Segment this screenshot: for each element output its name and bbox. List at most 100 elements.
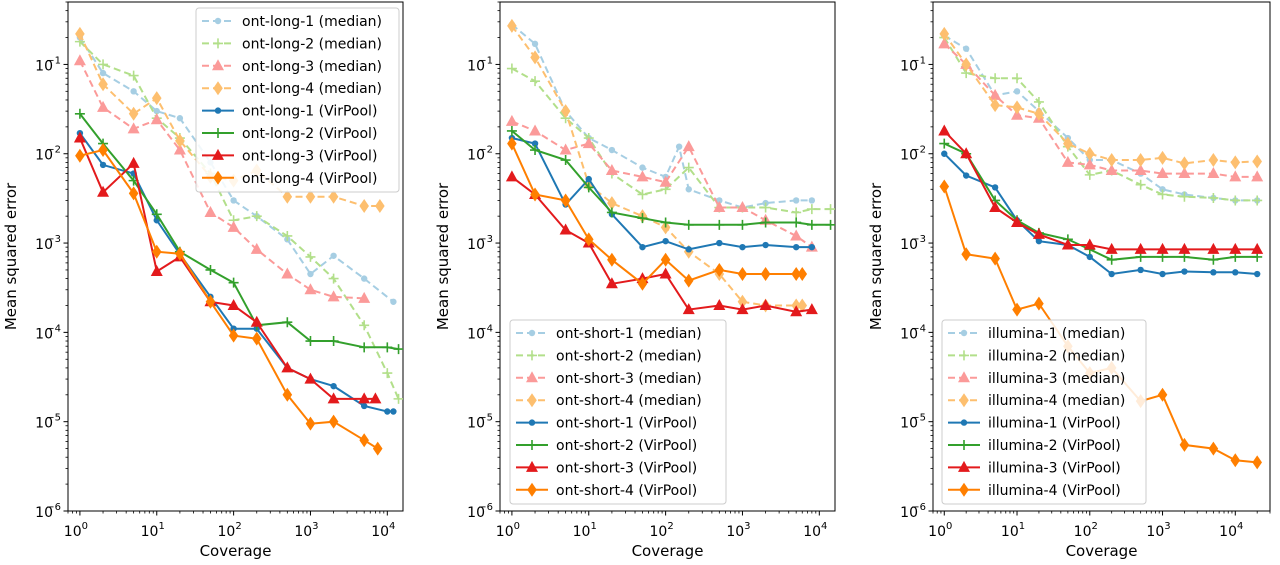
data-point (99, 69, 107, 77)
data-point (98, 59, 109, 70)
data-point (716, 197, 723, 204)
legend-entry: illumina-2 (median) (948, 348, 1125, 364)
x-tick-label: 101 (141, 521, 165, 540)
data-point (358, 291, 371, 303)
legend-entry: ont-short-4 (median) (516, 393, 702, 409)
legend-entry: ont-short-1 (median) (516, 326, 702, 342)
data-point (1011, 215, 1024, 227)
data-point (382, 368, 393, 379)
y-tick-label-base: 10 (900, 237, 918, 253)
legend-marker (213, 81, 223, 96)
y-tick-label-exp: −5 (911, 413, 926, 424)
legend-marker (214, 107, 222, 114)
data-point (151, 244, 162, 259)
data-point (760, 217, 771, 228)
data-point (282, 317, 293, 328)
data-point (1230, 453, 1241, 468)
data-point (305, 251, 316, 262)
x-tick-label: 104 (1219, 521, 1243, 540)
data-point (607, 252, 617, 267)
data-point (304, 372, 317, 384)
data-point (683, 219, 694, 230)
data-point (583, 232, 594, 247)
data-point (1106, 153, 1117, 168)
data-point (585, 175, 592, 183)
y-tick-label-base: 10 (35, 416, 53, 432)
legend-label: ont-short-2 (VirPool) (556, 438, 697, 454)
data-point (962, 45, 970, 52)
legend-label: ont-long-3 (median) (242, 59, 382, 75)
legend-marker (213, 128, 223, 138)
data-point (736, 201, 749, 213)
data-point (507, 18, 517, 33)
y-tick-label-exp: −3 (478, 234, 493, 245)
x-tick-label: 104 (803, 521, 827, 540)
data-point (805, 303, 818, 315)
data-point (228, 277, 239, 288)
data-point (938, 37, 951, 49)
data-point (939, 26, 950, 41)
legend-box (195, 7, 400, 193)
data-point (1156, 167, 1169, 179)
data-point (608, 146, 616, 154)
y-tick-label-base: 10 (900, 416, 918, 432)
data-point (97, 185, 110, 197)
data-point (1230, 195, 1241, 206)
data-point (1083, 158, 1096, 170)
data-point (281, 267, 294, 279)
data-point (304, 283, 317, 295)
data-point (531, 40, 539, 48)
x-tick-label: 102 (650, 521, 674, 540)
series-ont-short-4-virpool- (507, 136, 808, 291)
data-point (938, 124, 951, 136)
data-point (227, 220, 240, 232)
data-point (792, 197, 800, 204)
legend-label: illumina-3 (median) (988, 371, 1125, 387)
data-point (559, 143, 572, 155)
legend-label: ont-short-1 (VirPool) (556, 416, 697, 432)
legend-label: illumina-2 (median) (988, 348, 1125, 364)
data-point (683, 273, 694, 288)
legend-marker (526, 460, 538, 472)
data-point (806, 204, 817, 215)
data-point (1105, 163, 1118, 175)
data-point (1159, 270, 1166, 278)
data-point (736, 303, 749, 315)
legend-entry: ont-short-2 (median) (516, 348, 702, 364)
legend-label: ont-long-3 (VirPool) (242, 148, 377, 164)
data-point (328, 414, 339, 429)
legend-label: illumina-3 (VirPool) (988, 460, 1121, 476)
data-point (637, 276, 648, 291)
data-point (1232, 269, 1239, 276)
legend-marker (958, 371, 970, 383)
data-point (1034, 106, 1044, 121)
legend-marker (526, 371, 538, 383)
y-tick-label-exp: −6 (478, 502, 493, 513)
legend-label: illumina-1 (median) (988, 326, 1125, 342)
data-point (1032, 227, 1045, 239)
data-point (607, 196, 617, 211)
data-point (962, 172, 970, 179)
legend-marker (527, 393, 537, 408)
data-point (939, 179, 950, 194)
legend-entry: ont-long-2 (VirPool) (202, 126, 377, 142)
data-point (128, 70, 139, 81)
data-point (228, 328, 239, 343)
legend-entry: ont-long-2 (median) (202, 36, 382, 52)
data-point (359, 433, 369, 448)
data-point (359, 342, 370, 353)
data-point (716, 239, 723, 247)
legend-label: illumina-2 (VirPool) (988, 438, 1121, 454)
data-point (375, 198, 385, 213)
data-point (382, 342, 393, 353)
legend-box (509, 319, 727, 505)
data-point (150, 265, 163, 277)
data-point (961, 247, 971, 262)
data-point (1106, 254, 1117, 265)
data-point (1181, 268, 1188, 275)
legend-entry: ont-long-3 (median) (202, 59, 382, 75)
legend-entry: illumina-4 (median) (948, 393, 1125, 409)
data-point (990, 73, 1001, 84)
x-axis-title: Coverage (200, 542, 272, 560)
data-point (1159, 186, 1166, 193)
